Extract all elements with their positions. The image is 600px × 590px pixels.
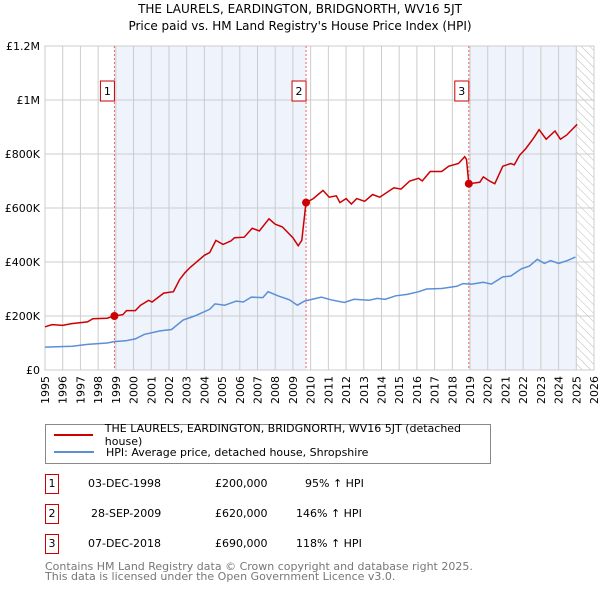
legend-label-property: THE LAURELS, EARDINGTON, BRIDGNORTH, WV1… [104,422,462,448]
x-tick-label: 2015 [393,376,406,404]
x-tick-label: 2008 [269,376,282,404]
y-tick-label: £600K [5,202,41,215]
x-tick-label: 2021 [499,376,512,404]
legend-red-line [54,434,93,436]
x-tick-label: 2001 [145,376,158,404]
sale-marker-label: 2 [296,85,303,98]
legend-blue-line [54,451,94,453]
y-tick-label: £400K [5,256,41,269]
sale-badge: 2 [45,504,59,524]
x-tick-label: 2002 [163,376,176,404]
sale-date: 28-SEP-2009 [91,507,162,520]
sale-hpi: 95% ↑ HPI [305,477,364,490]
y-tick-label: £1M [17,94,41,107]
sale-date: 03-DEC-1998 [88,477,162,490]
sale-price: £200,000 [215,477,268,490]
x-tick-label: 2018 [446,376,459,404]
sale-marker-box [454,80,470,102]
x-tick-label: 2025 [570,376,583,404]
sale-marker-box [291,80,307,102]
footer-licence: This data is licensed under the Open Gov… [45,570,396,583]
y-tick-label: £800K [5,148,41,161]
sale-hpi: 146% ↑ HPI [296,507,362,520]
y-tick-label: £1.2M [6,40,40,53]
x-tick-label: 1999 [110,376,123,404]
sale-row: 1 03-DEC-1998 £200,000 95% ↑ HPI [45,474,445,494]
x-tick-label: 1998 [92,376,105,404]
x-tick-label: 1996 [57,376,70,404]
chart-title: THE LAURELS, EARDINGTON, BRIDGNORTH, WV1… [138,2,462,16]
x-tick-label: 2009 [287,376,300,404]
x-tick-label: 2004 [198,376,211,404]
footer-copyright: Contains HM Land Registry data © Crown c… [45,560,473,573]
x-tick-label: 2026 [588,376,600,404]
sale-row: 2 28-SEP-2009 £620,000 146% ↑ HPI [45,504,445,524]
sale-marker-label: 1 [104,85,111,98]
x-tick-label: 2023 [535,376,548,404]
x-tick-label: 2013 [358,376,371,404]
x-tick-label: 2000 [128,376,141,404]
x-tick-label: 2016 [411,376,424,404]
x-tick-label: 1997 [74,376,87,404]
x-tick-label: 2012 [340,376,353,404]
x-tick-label: 2006 [234,376,247,404]
sale-marker-box [99,80,115,102]
property-price-line [44,123,578,328]
sale-point [302,198,311,207]
sale-hpi: 118% ↑ HPI [296,537,362,550]
legend-label-hpi: HPI: Average price, detached house, Shro… [106,445,369,459]
plot-border [44,45,595,371]
sale-badge: 3 [45,534,59,554]
x-tick-label: 1995 [39,376,52,404]
price-chart: 1995 1996 1997 1998 1999 2000 2001 2002 2003 2004… [5,40,600,404]
x-tick-label: 2014 [375,376,388,404]
x-tick-label: 2003 [181,376,194,404]
x-tick-label: 2024 [553,376,566,404]
hpi-line [44,256,576,348]
sale-row: 3 07-DEC-2018 £690,000 118% ↑ HPI [45,534,445,554]
legend: THE LAURELS, EARDINGTON, BRIDGNORTH, WV1… [45,422,491,464]
y-tick-label: £200K [5,310,41,323]
x-tick-label: 2010 [305,376,318,404]
y-tick-label: £0 [26,364,40,377]
x-tick-label: 2020 [482,376,495,404]
chart-subtitle: Price paid vs. HM Land Registry's House … [128,19,472,33]
x-tick-label: 2007 [252,376,265,404]
sale-marker-label: 3 [458,85,465,98]
sale-point [464,179,473,188]
x-tick-label: 2011 [322,376,335,404]
sale-price: £620,000 [215,507,268,520]
sale-badge: 1 [45,474,59,494]
sale-price: £690,000 [215,537,268,550]
x-tick-label: 2005 [216,376,229,404]
x-tick-label: 2017 [429,376,442,404]
x-tick-label: 2022 [517,376,530,404]
sale-date: 07-DEC-2018 [88,537,162,550]
x-tick-label: 2019 [464,376,477,404]
sale-point [110,312,119,320]
